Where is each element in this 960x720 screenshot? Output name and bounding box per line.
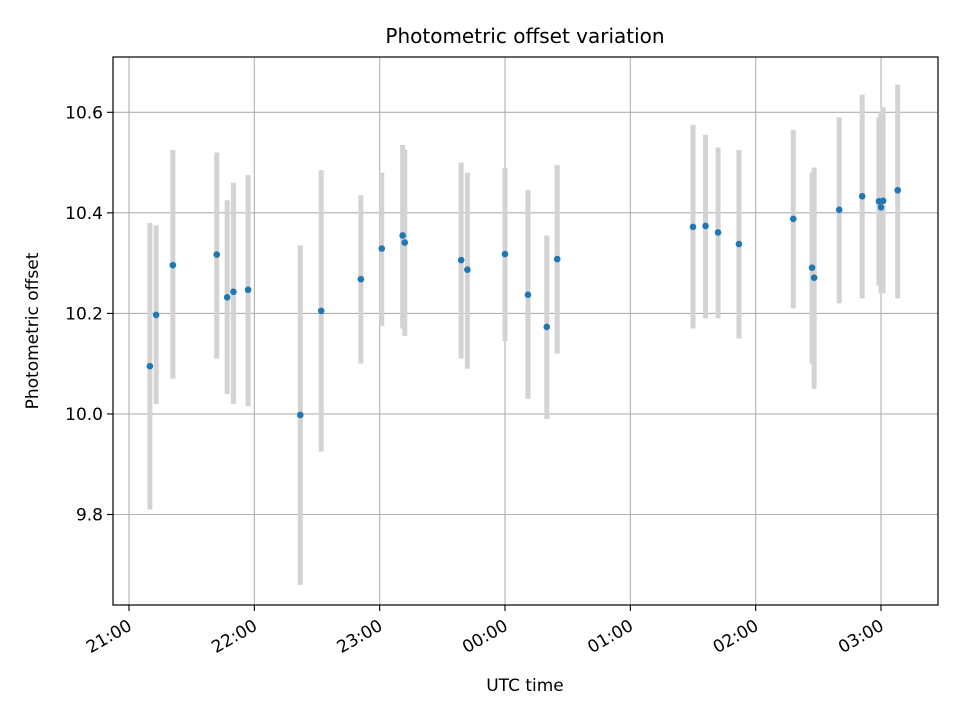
data-point [808,264,816,271]
data-point [223,294,231,301]
data-point [894,186,902,194]
y-tick-label: 10.0 [65,405,103,425]
data-point [399,232,406,239]
data-point [524,291,532,299]
data-point [169,261,177,269]
data-point [230,288,237,296]
data-point [357,275,365,283]
data-point [464,266,471,273]
data-point [810,274,818,282]
y-axis-ticks: 9.8 10.0 10.2 10.4 10.6 [65,103,113,526]
data-point [317,307,325,315]
data-point [789,215,797,223]
data-point [296,411,304,419]
data-point [213,251,221,258]
data-point [244,286,252,294]
data-point [689,223,697,231]
data-point [146,362,154,370]
y-tick-label: 10.4 [65,204,103,224]
data-point [457,256,465,264]
chart-title: Photometric offset variation [385,24,664,48]
data-point [152,311,160,319]
y-tick-label: 10.2 [65,304,103,324]
data-point [858,192,866,200]
y-tick-label: 10.6 [65,103,103,123]
plot-frame [112,56,939,606]
data-point [835,206,843,214]
data-point [735,240,743,248]
data-point [714,229,722,236]
data-point [879,197,887,205]
y-axis-label: Photometric offset [23,252,43,409]
x-axis-label: UTC time [486,676,564,696]
data-point [401,239,409,246]
data-point [553,255,561,263]
data-point [702,222,709,230]
data-point [877,204,885,211]
data-point [543,323,551,331]
data-point [501,250,509,258]
data-point [378,245,386,252]
y-tick-label: 9.8 [76,506,103,526]
data-points [146,186,902,419]
